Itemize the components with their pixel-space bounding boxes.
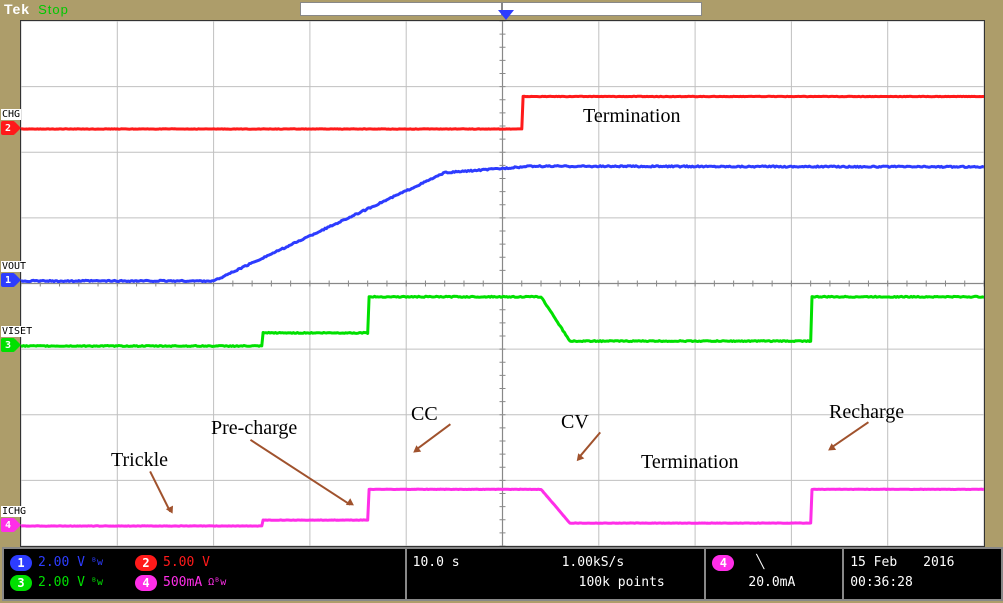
status-value: 1.00kS/s xyxy=(562,554,625,572)
channel-label-chg: 2 xyxy=(1,121,21,135)
channel-label-viset: 3 xyxy=(1,338,21,352)
annotation-label: CV xyxy=(561,411,589,434)
status-cell: 4 ╲ 20.0mA xyxy=(705,548,843,600)
status-cell: 15 Feb 2016 00:36:28 xyxy=(843,548,1002,600)
annotation-label: Termination xyxy=(641,451,738,474)
status-value: 500mA xyxy=(163,574,202,592)
status-value: 15 Feb xyxy=(850,554,897,572)
channel-label-ichg: 4 xyxy=(1,518,21,532)
channel-label-vout: 1 xyxy=(1,273,21,287)
top-bar: Tek Stop xyxy=(0,0,1003,18)
channel-caption-ichg: ICHG xyxy=(1,506,27,517)
brand-logo: Tek xyxy=(0,1,30,17)
channel-badge-2: 2 xyxy=(135,555,157,571)
status-value: 2.00 V xyxy=(38,554,85,572)
channel-badge-3: 3 xyxy=(10,575,32,591)
annotation-label: Pre-charge xyxy=(211,417,297,440)
status-value: ᴮw xyxy=(91,556,103,570)
status-value: 100k points xyxy=(579,574,665,592)
acquisition-state: Stop xyxy=(30,2,69,17)
status-value: 2.00 V xyxy=(38,574,85,592)
channel-caption-chg: CHG xyxy=(1,109,21,120)
status-value: 20.0mA xyxy=(748,574,795,592)
annotation-label: Trickle xyxy=(111,449,168,472)
status-value: 00:36:28 xyxy=(850,574,913,592)
status-value: Ωᴮw xyxy=(208,576,226,590)
annotation-label: Termination xyxy=(583,105,680,128)
waveform-display: Termination Trickle Pre-charge CC CV Terminat… xyxy=(20,20,985,547)
channel-badge-4: 4 xyxy=(712,555,734,571)
status-value: 10.0 s xyxy=(413,554,460,572)
status-value: ╲ xyxy=(756,554,764,572)
status-cell: 10.0 s 1.00kS/s 100k points xyxy=(406,548,706,600)
status-cell: 1 2.00 V ᴮw 2 5.00 V 3 2.00 V ᴮw 4 500mA Ωᴮw xyxy=(3,548,406,600)
annotation-label: Recharge xyxy=(829,401,904,424)
status-value: 2016 xyxy=(923,554,954,572)
channel-caption-viset: VISET xyxy=(1,326,33,337)
oscilloscope-screenshot: Tek Stop 2CHG1VOUT3VISET4ICHG Terminatio… xyxy=(0,0,1003,603)
channel-badge-1: 1 xyxy=(10,555,32,571)
annotation-label: CC xyxy=(411,403,438,426)
channel-badge-4: 4 xyxy=(135,575,157,591)
channel-caption-vout: VOUT xyxy=(1,261,27,272)
status-bar: 1 2.00 V ᴮw 2 5.00 V 3 2.00 V ᴮw 4 500mA Ωᴮw 10.0 s… xyxy=(2,547,1003,601)
status-value: 5.00 V xyxy=(163,554,210,572)
trigger-position-icon xyxy=(498,10,514,20)
status-value: ᴮw xyxy=(91,576,103,590)
